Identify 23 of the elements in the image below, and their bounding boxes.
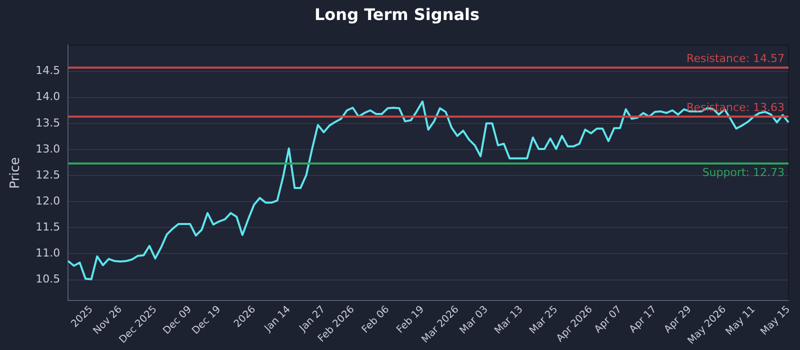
- y-tick-label: 13.5: [36, 116, 60, 130]
- y-tick-label: 12.5: [36, 168, 60, 182]
- y-tick-label: 13.0: [36, 142, 60, 156]
- x-tick-label: Apr 17: [628, 304, 659, 336]
- ref-line-label: Resistance: 13.63: [686, 100, 785, 114]
- ref-line-label: Resistance: 14.57: [686, 52, 785, 65]
- chart-title: Long Term Signals: [314, 4, 480, 24]
- ref-line-label: Support: 12.73: [702, 166, 785, 179]
- y-tick-label: 11.0: [36, 246, 60, 260]
- y-tick-label: 14.5: [36, 64, 60, 78]
- x-tick-label: Feb 19: [394, 304, 426, 336]
- x-tick-label: Jan 14: [262, 304, 293, 335]
- x-tick-label: Mar 03: [458, 304, 490, 336]
- y-tick-label: 11.5: [36, 220, 60, 234]
- x-tick-label: Apr 29: [662, 304, 694, 336]
- y-tick-label: 12.0: [36, 194, 60, 208]
- y-tick-label: 10.5: [36, 272, 60, 286]
- x-tick-label: Mar 13: [492, 304, 526, 336]
- y-axis-title: Price: [8, 157, 24, 189]
- x-tick-label: Apr 07: [592, 304, 624, 336]
- y-tick-label: 14.0: [36, 90, 60, 104]
- x-tick-label: Dec 19: [190, 304, 224, 337]
- x-tick-label: Feb 06: [360, 304, 392, 336]
